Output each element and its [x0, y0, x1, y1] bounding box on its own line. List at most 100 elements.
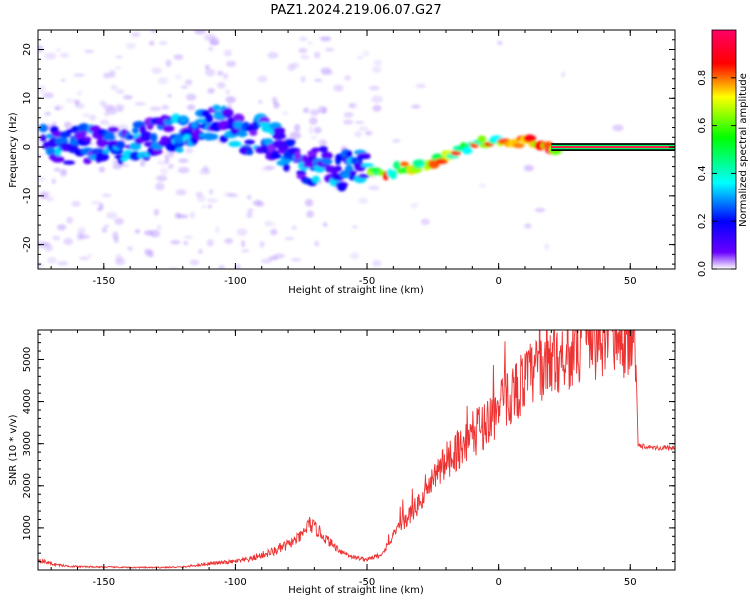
spectral-noise-mark — [215, 226, 220, 234]
spectral-noise-mark — [38, 262, 44, 268]
spectral-ridge-mark — [80, 131, 87, 137]
x-tick-label: -100 — [224, 276, 247, 287]
spectral-ridge-mark — [337, 183, 347, 192]
x-tick-label: 50 — [624, 577, 637, 588]
spectral-noise-mark — [39, 85, 46, 93]
spectral-ridge-mark — [321, 158, 333, 165]
spectral-noise-mark — [73, 73, 85, 77]
spectral-noise-mark — [272, 96, 278, 104]
spectral-noise-mark — [313, 126, 322, 134]
spectral-noise-mark — [98, 166, 106, 173]
y-tick-label: 0 — [22, 144, 33, 150]
spectral-noise-mark — [357, 197, 369, 204]
spectral-noise-mark — [177, 214, 189, 219]
spectrogram-y-ticks: -20 -10 0 10 20 — [22, 29, 675, 265]
spectral-noise-mark — [496, 40, 503, 46]
spectral-ridge-mark — [96, 137, 109, 148]
spectral-noise-mark — [351, 225, 358, 229]
spectral-noise-mark — [411, 104, 421, 109]
spectral-ridge-mark — [152, 147, 163, 155]
spectral-ridge-mark — [95, 152, 110, 162]
spectral-ridge-mark — [311, 147, 321, 152]
spectral-noise-mark — [365, 130, 373, 136]
spectral-noise-mark — [612, 124, 624, 132]
spectral-ridge-mark — [245, 149, 254, 156]
spectral-noise-mark — [114, 217, 124, 225]
x-tick-label: -50 — [359, 577, 375, 588]
spectral-noise-mark — [63, 237, 74, 245]
spectral-noise-mark — [308, 117, 318, 125]
x-tick-label: -100 — [224, 577, 247, 588]
spectral-noise-mark — [38, 177, 46, 181]
colorbar-tick-label: 0.6 — [697, 118, 708, 134]
spectral-ridge-mark — [175, 147, 184, 153]
spectral-ridge-mark — [195, 118, 209, 124]
spectral-noise-mark — [56, 47, 61, 53]
spectral-noise-mark — [51, 178, 56, 184]
spectral-noise-mark — [90, 200, 103, 205]
spectrogram-frame — [37, 29, 676, 270]
spectral-ridge-mark — [39, 134, 47, 142]
spectral-ridge-mark — [207, 133, 219, 141]
spectral-noise-mark — [173, 54, 184, 60]
spectrogram-x-ticks: -150 -100 -50 0 50 — [50, 30, 658, 287]
spectral-noise-mark — [196, 194, 206, 203]
spectral-ridge-mark — [321, 151, 333, 160]
spectral-ridge-mark — [91, 148, 106, 153]
spectral-ridge-mark — [348, 170, 357, 176]
spectral-noise-mark — [289, 131, 301, 140]
spectral-noise-mark — [125, 42, 137, 50]
spectral-noise-mark — [320, 67, 332, 74]
snr-marks — [38, 330, 675, 570]
spectral-noise-mark — [282, 111, 289, 116]
colorbar-tick-label: 0.8 — [697, 70, 708, 86]
spectral-noise-mark — [144, 230, 154, 236]
spectral-noise-mark — [201, 204, 207, 209]
spectral-noise-mark — [101, 193, 112, 197]
spectral-ridge-mark — [129, 142, 142, 151]
spectral-noise-mark — [362, 50, 370, 57]
spectral-ridge-mark — [268, 153, 283, 159]
spectral-noise-mark — [259, 241, 265, 248]
spectral-noise-mark — [155, 175, 168, 182]
spectral-noise-mark — [524, 223, 532, 229]
x-tick-label: -150 — [92, 276, 115, 287]
spectral-ridge-mark — [461, 146, 473, 155]
spectral-noise-mark — [226, 193, 239, 198]
spectral-ridge-mark — [102, 149, 110, 154]
spectral-noise-mark — [356, 55, 364, 60]
spectral-noise-mark — [112, 163, 123, 170]
spectral-noise-mark — [151, 30, 157, 34]
spectral-noise-mark — [478, 183, 487, 189]
spectral-noise-mark — [161, 105, 170, 110]
spectral-ridge-mark — [318, 145, 328, 153]
spectral-noise-mark — [189, 259, 200, 266]
spectral-noise-mark — [241, 239, 246, 248]
spectral-noise-mark — [116, 124, 129, 131]
spectral-noise-mark — [45, 191, 51, 197]
spectral-noise-mark — [164, 150, 171, 158]
spectral-noise-mark — [236, 228, 248, 237]
spectral-noise-mark — [84, 49, 95, 53]
snr-y-ticks: 1000 2000 3000 4000 5000 — [22, 333, 675, 563]
spectral-ridge-mark — [104, 131, 115, 141]
y-tick-label: 5000 — [22, 347, 33, 372]
spectral-noise-mark — [267, 52, 279, 59]
spectral-ridge-mark — [116, 140, 126, 150]
colorbar-tick-label: 0.4 — [697, 165, 708, 181]
spectral-noise-mark — [410, 202, 419, 209]
spectral-ridge-mark — [222, 109, 234, 115]
snr-panel: -150 -100 -50 0 50 1000 2000 3000 4000 5000 Heig… — [8, 329, 676, 596]
spectral-ridge-mark — [357, 173, 370, 179]
spectral-noise-mark — [65, 98, 75, 104]
spectral-noise-mark — [194, 30, 206, 35]
spectral-noise-mark — [258, 99, 263, 104]
spectral-noise-mark — [157, 77, 169, 85]
spectral-noise-mark — [298, 47, 308, 54]
spectral-noise-mark — [168, 150, 175, 157]
spectral-noise-mark — [318, 139, 327, 146]
spectral-noise-mark — [151, 67, 163, 75]
spectral-noise-mark — [204, 64, 210, 70]
spectral-noise-mark — [120, 163, 129, 167]
